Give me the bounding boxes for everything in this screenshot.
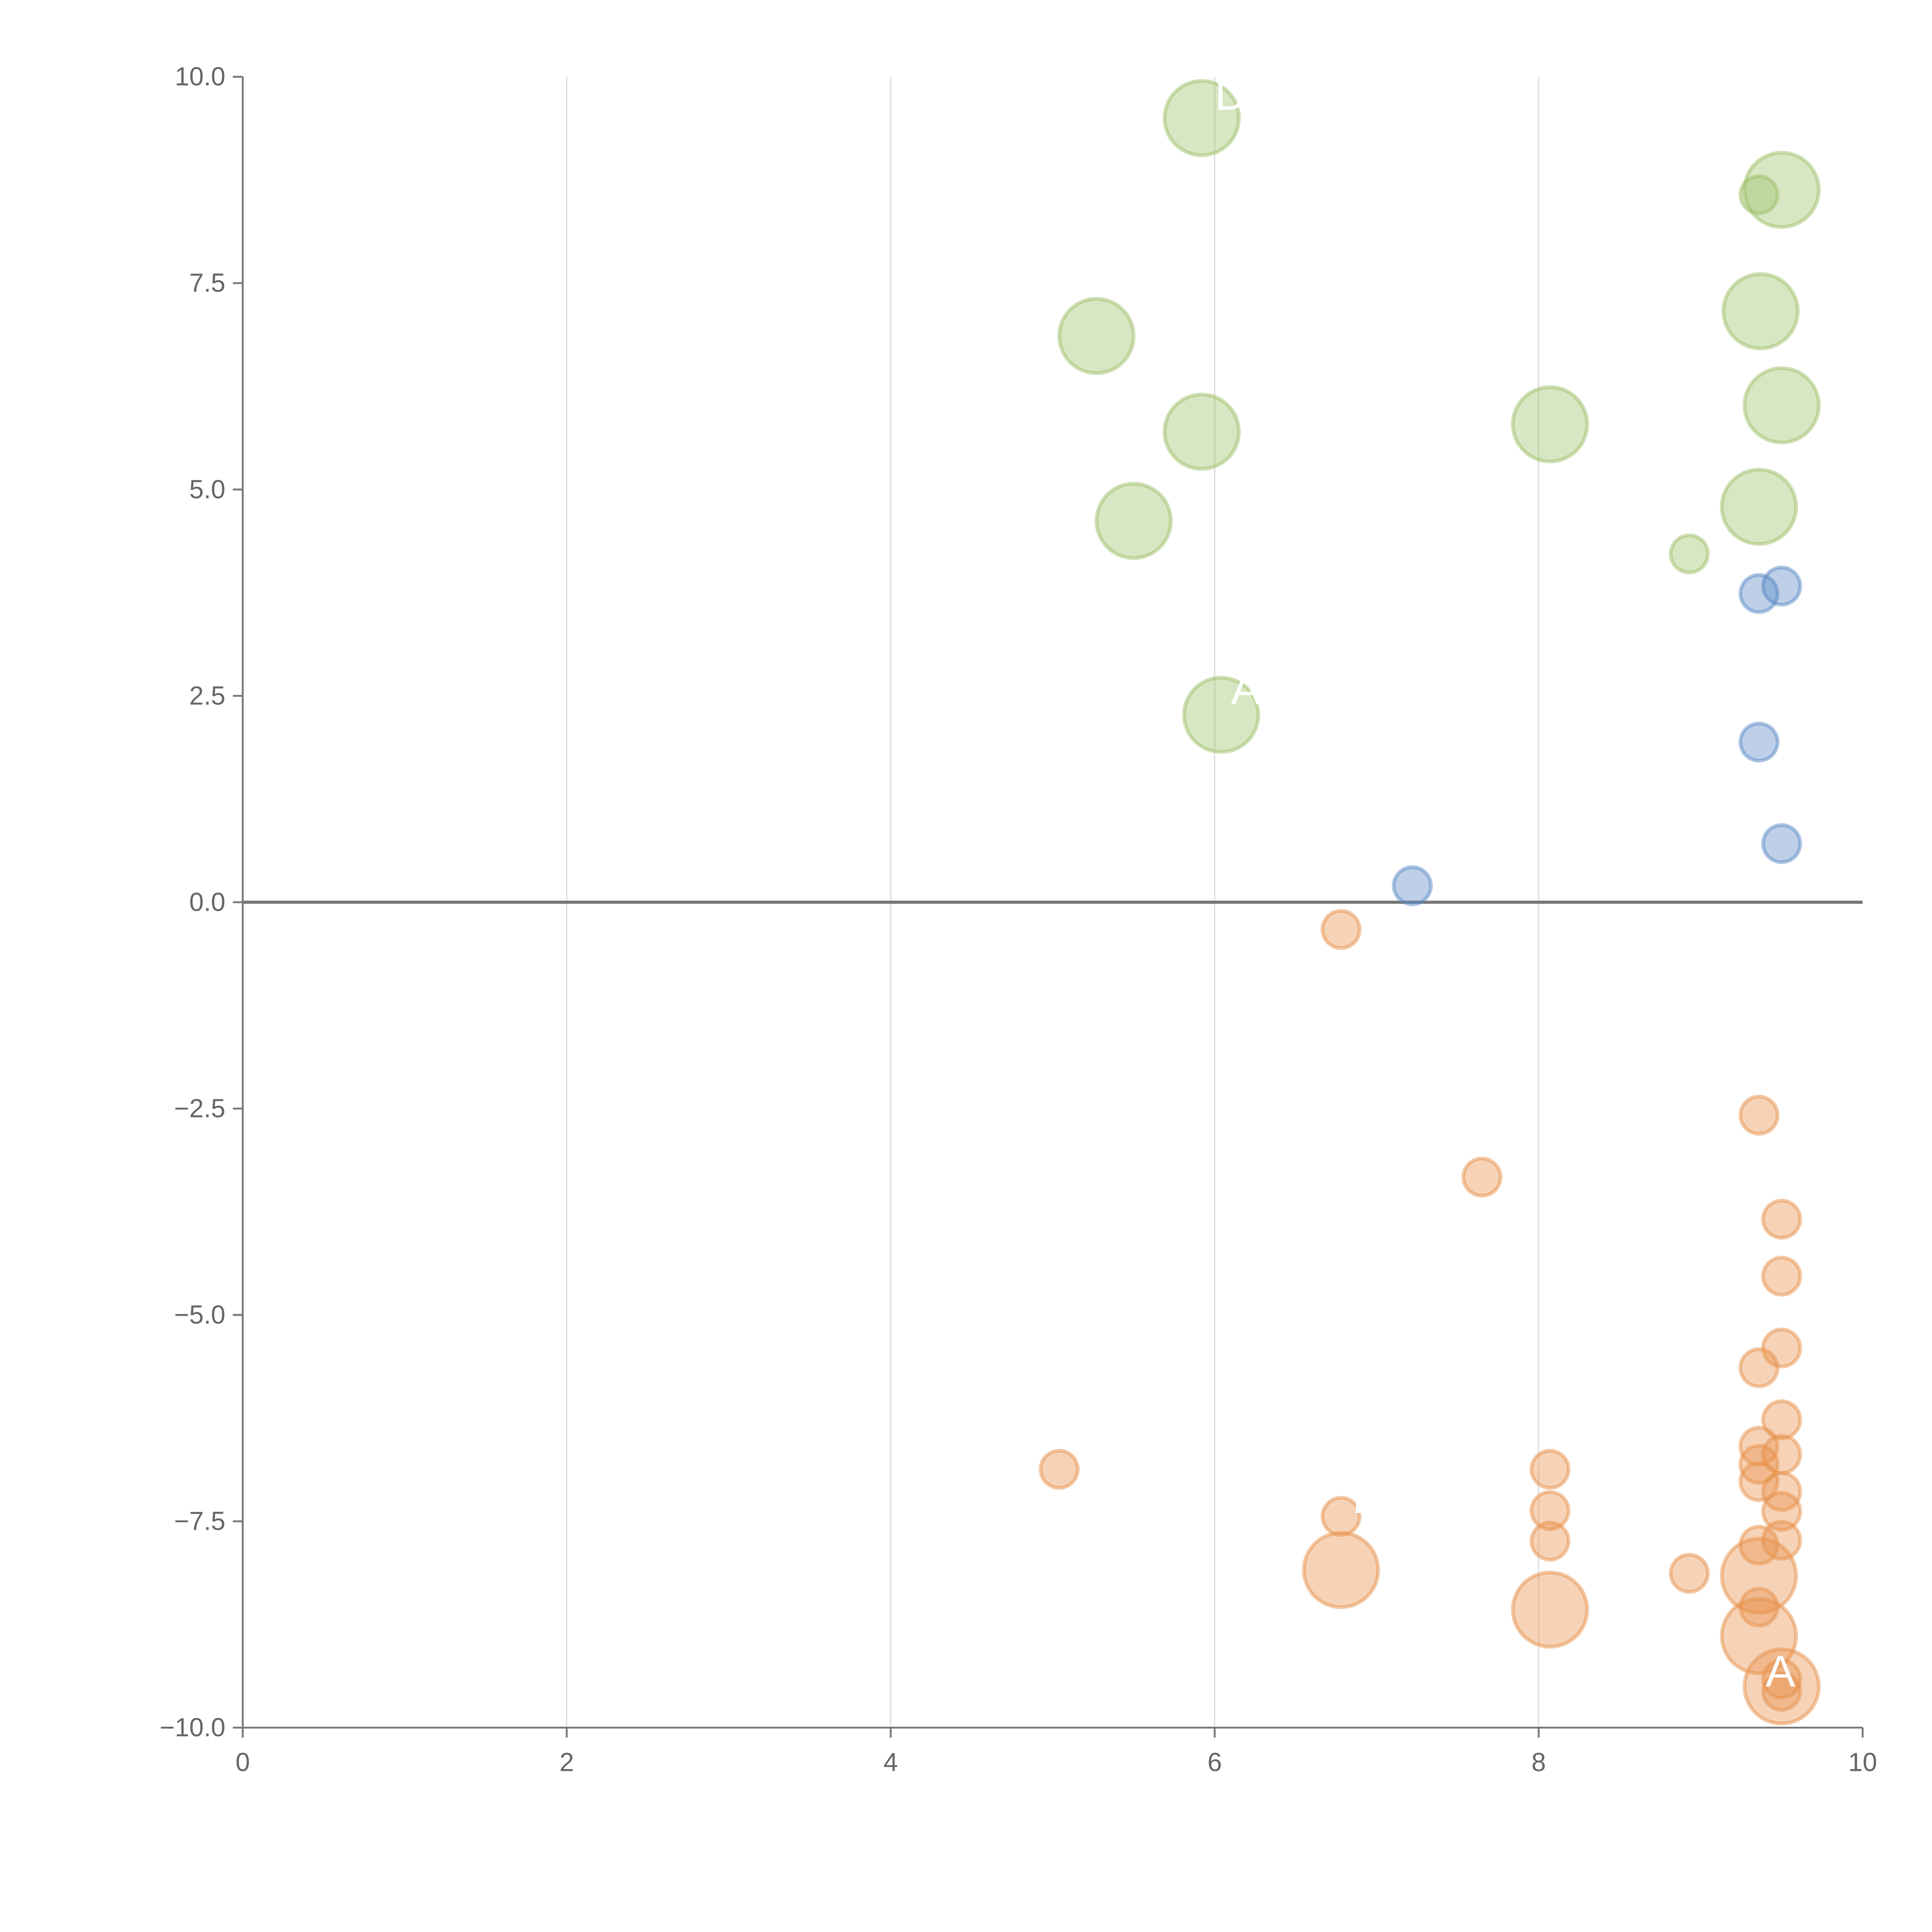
blue-point — [1761, 823, 1802, 864]
point-label: DA — [1215, 70, 1277, 119]
y-tick-label: −5.0 — [174, 1300, 225, 1329]
green-point — [1720, 468, 1798, 546]
orange-point — [1529, 1449, 1571, 1490]
orange-point — [1761, 1399, 1802, 1440]
orange-point — [1761, 1434, 1802, 1475]
orange-point — [1761, 1491, 1802, 1532]
x-tick-label: 4 — [883, 1748, 898, 1777]
orange-point — [1511, 1570, 1589, 1649]
orange-point — [1761, 1255, 1802, 1297]
blue-point — [1738, 573, 1780, 614]
x-tick-label: 8 — [1531, 1748, 1546, 1777]
y-tick-label: −7.5 — [174, 1507, 225, 1536]
orange-point — [1039, 1449, 1080, 1490]
orange-point — [1742, 1647, 1821, 1726]
points — [1039, 79, 1821, 1726]
green-point — [1742, 151, 1821, 229]
point-label: E — [1352, 1473, 1382, 1523]
green-point — [1163, 79, 1241, 157]
y-tick-label: 2.5 — [189, 681, 226, 710]
green-point — [1669, 533, 1710, 575]
orange-point — [1461, 1156, 1503, 1198]
orange-point — [1302, 1531, 1380, 1609]
green-point — [1182, 676, 1260, 754]
y-tick-label: −2.5 — [174, 1094, 225, 1123]
x-tick-label: 10 — [1848, 1748, 1877, 1777]
orange-point — [1669, 1553, 1710, 1594]
x-tick-label: 6 — [1208, 1748, 1222, 1777]
orange-point — [1738, 1347, 1780, 1388]
green-point — [1095, 482, 1173, 560]
orange-point — [1738, 1461, 1780, 1502]
y-tick-label: −10.0 — [160, 1713, 225, 1742]
orange-point — [1320, 909, 1362, 950]
annotations: DA A E A — [1215, 70, 1795, 1696]
y-tick-label: 7.5 — [189, 269, 226, 298]
y-tick-label: 10.0 — [175, 62, 225, 91]
orange-point — [1529, 1520, 1571, 1562]
point-label: A — [1765, 1646, 1795, 1696]
orange-point — [1720, 1537, 1798, 1615]
orange-point — [1529, 1490, 1571, 1531]
blue-point — [1738, 721, 1780, 763]
y-tick-label: 0.0 — [189, 888, 226, 917]
green-point — [1721, 272, 1800, 350]
x-tick-label: 2 — [560, 1748, 574, 1777]
orange-point — [1738, 1587, 1780, 1628]
blue-point — [1392, 865, 1433, 906]
green-point — [1057, 297, 1136, 375]
orange-point — [1320, 1496, 1362, 1537]
green-point — [1163, 393, 1241, 471]
x-tick-label: 0 — [235, 1748, 250, 1777]
y-tick-label: 5.0 — [189, 475, 226, 504]
point-label: A — [1231, 664, 1261, 714]
orange-point — [1738, 1095, 1780, 1136]
green-point — [1738, 174, 1780, 216]
axes: 0 2 4 6 8 10 10.0 7.5 5.0 2.5 0.0 −2.5 −5.0 −7.5 −10.0 — [160, 62, 1877, 1777]
orange-point — [1761, 1199, 1802, 1240]
orange-point — [1761, 1658, 1802, 1700]
orange-point — [1761, 1671, 1802, 1712]
green-point — [1511, 385, 1589, 464]
blue-point — [1761, 565, 1802, 607]
green-point — [1742, 366, 1821, 444]
orange-point — [1720, 1597, 1798, 1675]
